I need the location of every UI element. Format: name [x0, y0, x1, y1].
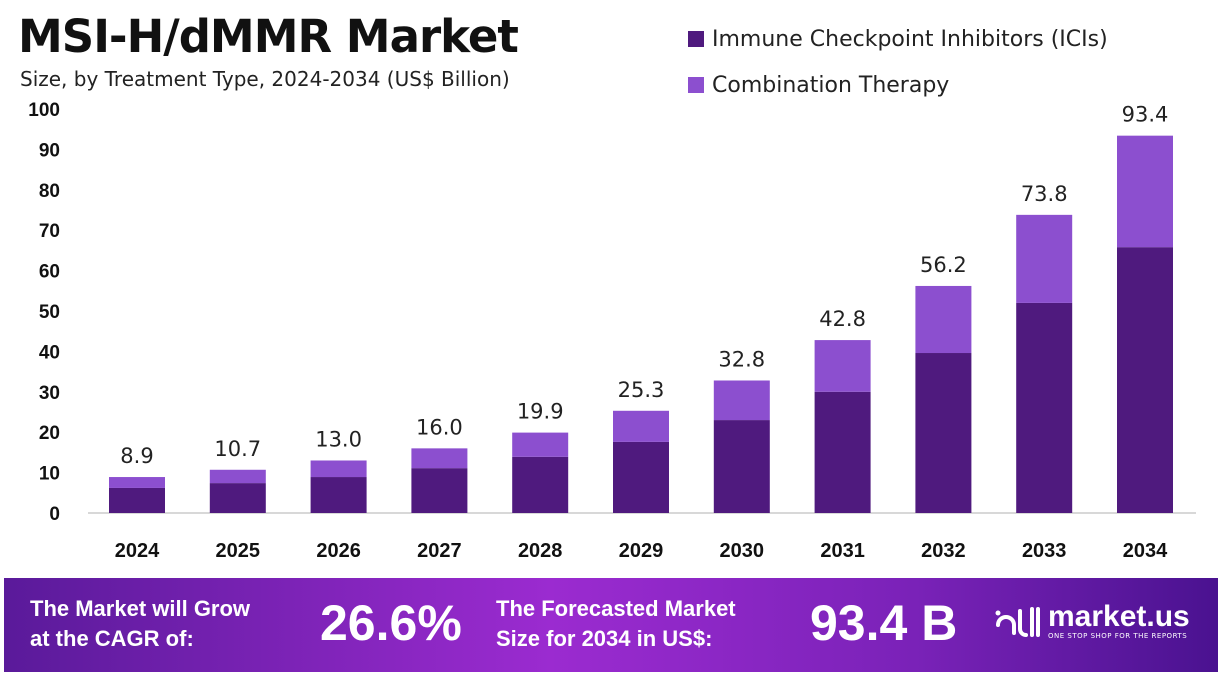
y-tick-label: 100: [28, 100, 60, 121]
cagr-label-line2: at the CAGR of:: [30, 626, 194, 651]
data-label-2032: 56.2: [920, 253, 967, 277]
bar-combination-2025: [209, 469, 266, 484]
bar-combination-2027: [411, 448, 468, 469]
logo-tagline: ONE STOP SHOP FOR THE REPORTS: [1048, 632, 1188, 640]
x-tick-label: 2034: [1123, 540, 1168, 562]
market-us-logo: market.us ONE STOP SHOP FOR THE REPORTS: [994, 602, 1190, 640]
data-label-2028: 19.9: [517, 400, 564, 424]
bar-ici-2032: [915, 353, 972, 513]
bar-combination-2028: [512, 432, 569, 457]
cagr-label: The Market will Grow at the CAGR of:: [30, 594, 250, 654]
bar-combination-2033: [1016, 214, 1073, 303]
footer-banner: The Market will Grow at the CAGR of: 26.…: [4, 578, 1218, 672]
logo-text: market.us: [1048, 600, 1190, 633]
x-tick-label: 2027: [417, 540, 462, 562]
x-tick-label: 2025: [216, 540, 261, 562]
bar-chart: 01020304050607080901008.9202410.7202513.…: [28, 100, 1196, 562]
x-tick-label: 2033: [1022, 540, 1067, 562]
y-tick-label: 20: [39, 423, 60, 444]
bar-ici-2029: [613, 441, 669, 513]
cagr-value: 26.6%: [320, 595, 462, 651]
y-tick-label: 70: [39, 221, 60, 242]
data-label-2024: 8.9: [120, 444, 153, 468]
y-tick-label: 30: [39, 383, 60, 404]
data-label-2030: 32.8: [718, 347, 765, 371]
bar-combination-2034: [1117, 135, 1173, 248]
y-tick-label: 0: [49, 504, 60, 525]
x-tick-label: 2024: [115, 540, 160, 562]
legend-swatch-combination: [688, 77, 704, 93]
x-tick-label: 2028: [518, 540, 563, 562]
data-label-2025: 10.7: [214, 437, 261, 461]
y-tick-label: 60: [39, 262, 60, 283]
x-tick-label: 2026: [316, 540, 361, 562]
bar-combination-2024: [109, 477, 165, 488]
y-tick-label: 50: [39, 302, 60, 323]
y-tick-label: 10: [39, 464, 60, 485]
bar-ici-2025: [209, 483, 266, 513]
forecast-value: 93.4 B: [810, 595, 958, 651]
legend-swatch-ici: [688, 31, 704, 47]
legend-item-ici: Immune Checkpoint Inhibitors (ICIs): [688, 16, 1108, 62]
logo-icon: [995, 607, 1040, 637]
legend: Immune Checkpoint Inhibitors (ICIs) Comb…: [688, 16, 1108, 108]
forecast-label-line1: The Forecasted Market: [496, 596, 736, 621]
legend-item-combination: Combination Therapy: [688, 62, 1108, 108]
forecast-label: The Forecasted Market Size for 2034 in U…: [496, 594, 736, 654]
x-tick-label: 2029: [619, 540, 664, 562]
x-tick-label: 2031: [820, 540, 865, 562]
bar-ici-2033: [1016, 302, 1073, 513]
x-tick-label: 2032: [921, 540, 966, 562]
cagr-label-line1: The Market will Grow: [30, 596, 251, 621]
bar-combination-2031: [814, 340, 871, 392]
data-label-2034: 93.4: [1122, 103, 1169, 127]
data-label-2027: 16.0: [416, 415, 463, 439]
x-tick-label: 2030: [720, 540, 765, 562]
bar-combination-2026: [310, 460, 367, 478]
bar-ici-2034: [1117, 247, 1173, 513]
bar-ici-2026: [310, 477, 367, 513]
forecast-label-line2: Size for 2034 in US$:: [496, 626, 713, 651]
bar-ici-2028: [512, 456, 569, 513]
data-label-2026: 13.0: [315, 427, 362, 451]
y-tick-label: 90: [39, 140, 60, 161]
y-tick-label: 40: [39, 342, 60, 363]
chart-subtitle: Size, by Treatment Type, 2024-2034 (US$ …: [20, 67, 510, 91]
bar-ici-2024: [109, 487, 165, 513]
bar-ici-2031: [814, 391, 871, 513]
bar-combination-2030: [713, 380, 770, 421]
y-tick-label: 80: [39, 181, 60, 202]
data-label-2031: 42.8: [819, 307, 866, 331]
bar-combination-2032: [915, 285, 972, 354]
data-label-2033: 73.8: [1021, 182, 1068, 206]
legend-label-ici: Immune Checkpoint Inhibitors (ICIs): [712, 26, 1108, 52]
data-label-2029: 25.3: [618, 378, 665, 402]
chart-title: MSI-H/dMMR Market: [18, 10, 519, 63]
bar-ici-2030: [713, 420, 770, 513]
bar-combination-2029: [613, 410, 669, 442]
bar-ici-2027: [411, 468, 468, 513]
legend-label-combination: Combination Therapy: [712, 72, 950, 98]
